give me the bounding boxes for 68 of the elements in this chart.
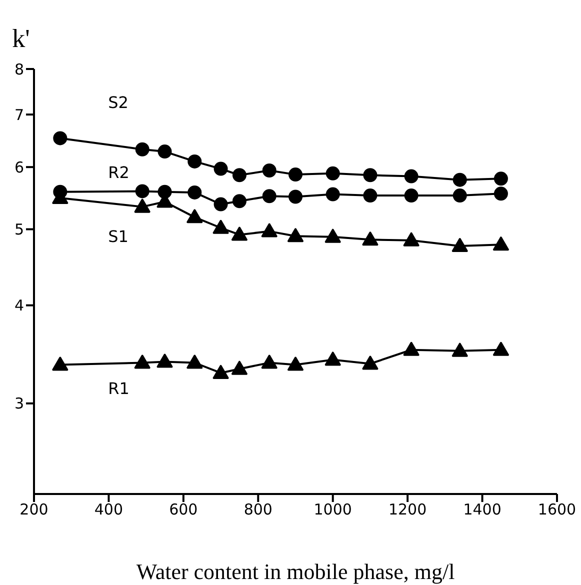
x-tick-label: 1600: [538, 500, 576, 519]
point: [134, 198, 150, 213]
y-tick-label: 6: [14, 158, 24, 176]
x-axis-title: Water content in mobile phase, mg/l: [136, 559, 455, 584]
point: [452, 172, 467, 187]
point: [452, 238, 468, 252]
x-tick-label: 600: [169, 500, 198, 519]
point: [188, 185, 202, 200]
point: [288, 228, 304, 242]
text: S2: [108, 93, 128, 112]
series-label: S1: [108, 226, 128, 246]
y-tick-label: 8: [14, 60, 24, 78]
point: [186, 354, 203, 369]
point: [452, 342, 468, 357]
series-label: R2: [108, 162, 130, 182]
point: [214, 162, 228, 176]
point: [492, 236, 509, 251]
point: [158, 144, 172, 159]
x-tick-label: 1400: [463, 500, 502, 519]
point: [494, 186, 508, 201]
point: [403, 232, 420, 246]
x-tick-label: 200: [20, 500, 48, 519]
point: [492, 342, 509, 356]
point: [135, 142, 150, 156]
x-tick-label: 400: [94, 500, 124, 519]
point: [494, 172, 508, 186]
point: [134, 354, 150, 369]
point: [363, 168, 378, 182]
point: [262, 164, 276, 178]
point: [288, 356, 304, 371]
point: [362, 232, 378, 246]
point: [232, 194, 246, 208]
point: [324, 352, 341, 366]
point: [403, 342, 420, 356]
point: [212, 364, 229, 379]
point: [231, 360, 248, 375]
point: [288, 168, 302, 182]
y-tick-label: 3: [14, 394, 24, 413]
x-tick-label: 800: [244, 500, 272, 519]
point: [186, 209, 203, 224]
y-tick-label: 4: [14, 296, 24, 315]
point: [261, 223, 278, 238]
point: [262, 189, 276, 204]
x-tick-label: 1000: [314, 500, 352, 519]
point: [326, 187, 340, 202]
point: [452, 188, 467, 203]
point: [52, 356, 68, 371]
point: [188, 154, 202, 168]
point: [232, 168, 246, 182]
point: [362, 356, 378, 370]
point: [261, 354, 278, 369]
point: [212, 220, 229, 234]
point: [288, 190, 302, 204]
point: [326, 166, 340, 180]
point: [214, 197, 228, 212]
point: [53, 131, 68, 146]
y-tick-label: 5: [14, 220, 24, 239]
y-axis-title: k': [12, 24, 30, 53]
point: [231, 226, 248, 241]
point: [363, 188, 378, 203]
series-label: R1: [108, 378, 130, 398]
point: [404, 188, 418, 203]
y-tick-label: 7: [14, 106, 24, 124]
point: [156, 354, 173, 368]
x-tick-label: 1200: [388, 500, 427, 519]
point: [324, 228, 341, 243]
point: [135, 184, 150, 198]
point: [404, 169, 418, 184]
